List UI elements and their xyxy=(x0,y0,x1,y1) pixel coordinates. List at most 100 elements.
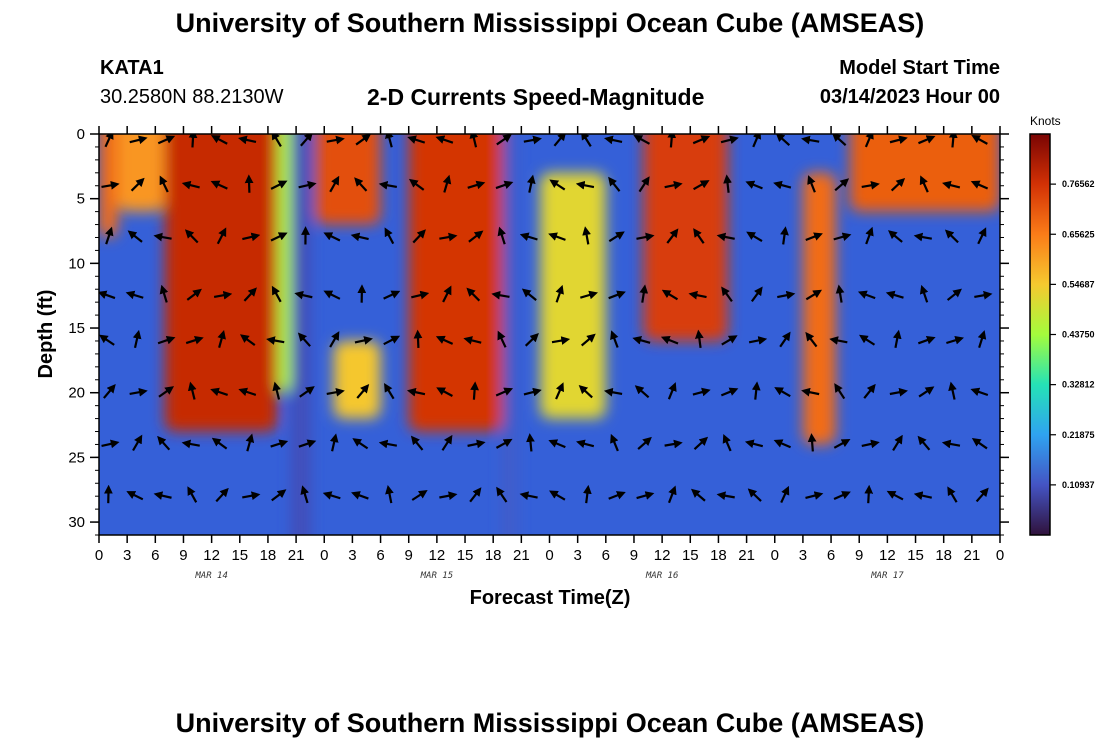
x-tick-label: 21 xyxy=(513,547,530,564)
current-vector xyxy=(159,284,169,303)
current-vector xyxy=(886,490,904,501)
current-vector xyxy=(919,175,929,193)
current-vector xyxy=(664,439,683,449)
current-vector xyxy=(633,134,651,145)
current-vector xyxy=(807,175,816,193)
current-vector xyxy=(326,135,345,145)
x-tick-label: 0 xyxy=(545,547,553,564)
current-vector xyxy=(636,491,655,500)
current-vector xyxy=(864,134,874,148)
current-vector xyxy=(495,180,514,190)
current-vector xyxy=(977,227,987,245)
current-vector xyxy=(524,333,539,347)
current-vector xyxy=(158,386,175,398)
speed-band-8 xyxy=(408,134,503,432)
current-vector xyxy=(834,383,846,400)
colorbar-ticks: 0.76562 0.65625 0.54687 0.43750 0.32812 0.218… xyxy=(1050,179,1095,490)
current-vector xyxy=(667,485,677,504)
current-vector xyxy=(637,436,652,450)
model-start-value: 03/14/2023 Hour 00 xyxy=(819,86,1000,108)
colorbar-tick-label: 0.65625 xyxy=(1062,229,1095,239)
current-vector xyxy=(105,226,114,245)
speed-band-4 xyxy=(277,134,292,393)
current-vector xyxy=(326,387,345,397)
x-tick-label: 12 xyxy=(203,547,220,564)
current-vector xyxy=(638,176,650,193)
current-vector xyxy=(549,179,566,191)
y-tick-label: 5 xyxy=(77,191,85,208)
current-vector xyxy=(580,333,596,347)
current-vector xyxy=(352,438,369,450)
current-vector xyxy=(329,175,340,193)
current-vector xyxy=(101,180,120,190)
speed-bands xyxy=(99,134,1000,535)
current-vector xyxy=(270,232,288,242)
current-vector xyxy=(300,485,309,504)
current-vector xyxy=(271,489,287,502)
day-label: MAR 15 xyxy=(420,571,454,581)
current-vector xyxy=(892,434,903,451)
x-tick-label: 12 xyxy=(429,547,446,564)
current-vectors xyxy=(99,134,993,504)
current-vector xyxy=(694,329,704,349)
current-vector xyxy=(750,286,763,302)
x-tick-label: 18 xyxy=(710,547,727,564)
speed-band-13 xyxy=(849,134,1000,212)
current-vector xyxy=(130,177,145,192)
day-label: MAR 17 xyxy=(870,571,904,581)
current-vector xyxy=(948,381,957,400)
current-vector xyxy=(526,174,536,193)
current-vector xyxy=(299,386,315,398)
current-vector xyxy=(351,491,369,500)
colorbar: Knots 0.76562 0.65625 0.54687 0.43750 0.3281… xyxy=(1029,114,1095,536)
current-vector xyxy=(210,135,228,145)
current-vector xyxy=(889,387,908,397)
x-tick-label: 12 xyxy=(654,547,671,564)
current-vector xyxy=(245,433,255,452)
current-vector xyxy=(885,290,904,300)
current-vector xyxy=(833,491,851,501)
current-vector xyxy=(356,384,370,399)
current-vector xyxy=(210,180,228,190)
current-vector xyxy=(942,180,961,190)
current-vector xyxy=(99,290,116,300)
y-tick-label: 15 xyxy=(68,320,85,337)
current-vector xyxy=(890,177,906,192)
current-vector xyxy=(187,486,198,503)
colorbar-gradient xyxy=(1029,133,1051,536)
current-vector xyxy=(947,486,958,503)
current-vector xyxy=(378,439,398,449)
current-vector xyxy=(801,135,820,145)
current-vector xyxy=(104,134,114,148)
footer-title: University of Southern Mississippi Ocean… xyxy=(175,708,925,738)
speed-band-10 xyxy=(540,172,606,419)
current-vector xyxy=(383,290,401,300)
current-vector xyxy=(378,180,398,190)
current-vector xyxy=(496,134,512,146)
current-vector xyxy=(521,288,537,301)
current-vector xyxy=(523,387,542,397)
current-vector xyxy=(970,180,989,190)
current-vector xyxy=(469,487,482,503)
current-vector xyxy=(918,386,935,398)
current-vector xyxy=(181,439,200,449)
current-vector xyxy=(829,336,848,345)
current-vector xyxy=(181,180,200,190)
current-vector xyxy=(639,284,649,303)
current-vector xyxy=(580,290,598,300)
current-vector xyxy=(553,134,567,147)
current-vector xyxy=(435,135,454,144)
current-vector xyxy=(946,336,964,345)
current-vector xyxy=(384,227,395,245)
x-tick-label: 9 xyxy=(630,547,638,564)
current-vector xyxy=(411,489,428,501)
current-vector xyxy=(470,381,479,400)
current-vector xyxy=(329,433,339,452)
x-tick-label: 3 xyxy=(573,547,581,564)
current-vector xyxy=(413,329,423,349)
current-vector xyxy=(748,336,768,345)
x-tick-label: 6 xyxy=(827,547,835,564)
current-vector xyxy=(917,435,931,451)
current-vector xyxy=(551,336,571,345)
current-vector xyxy=(384,382,395,400)
